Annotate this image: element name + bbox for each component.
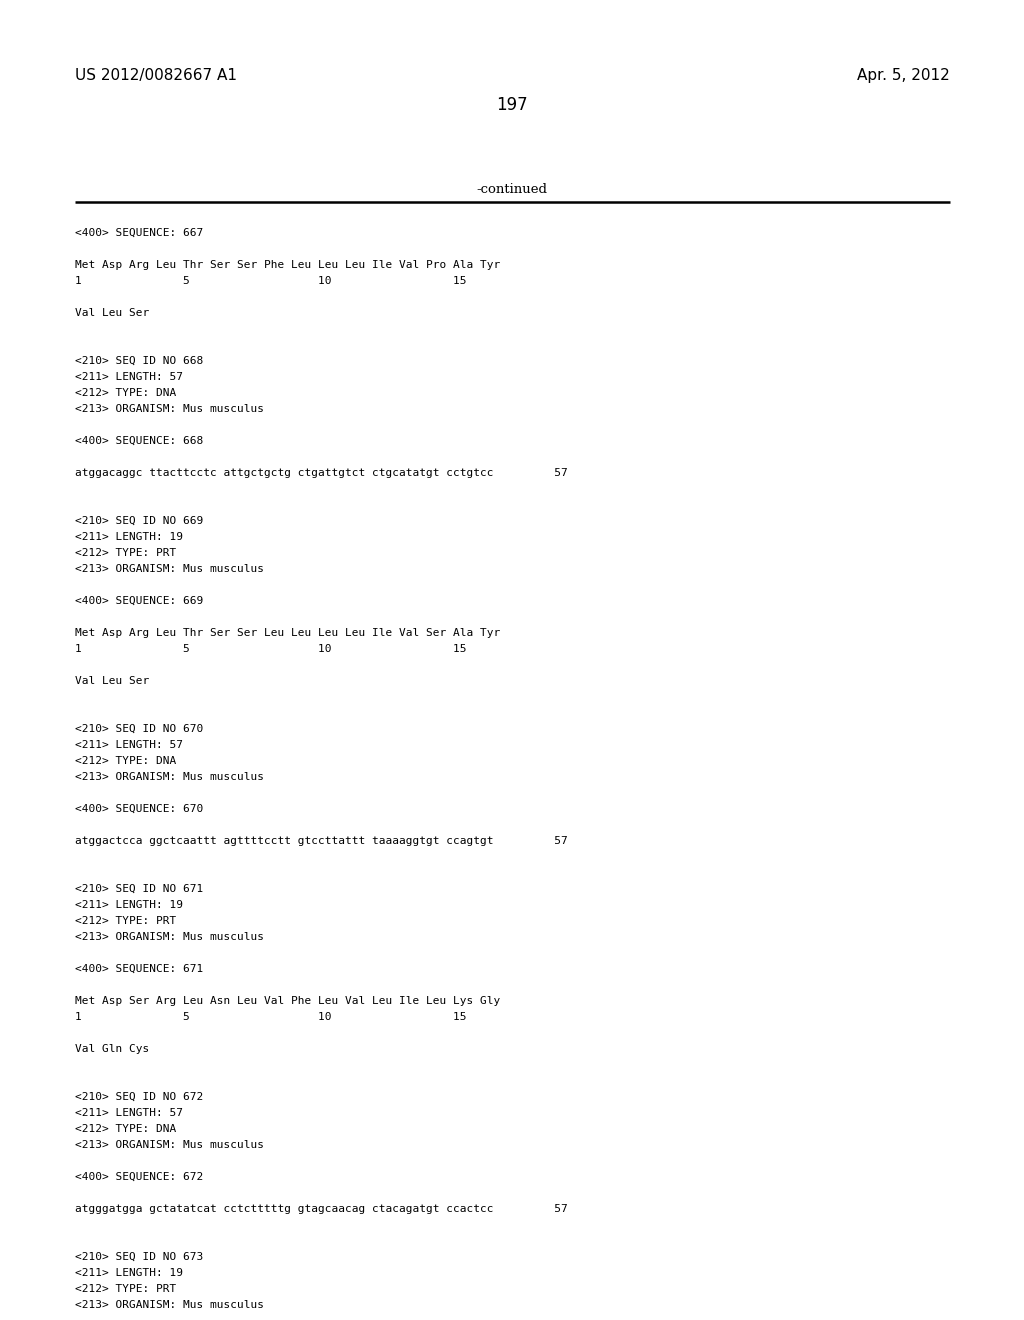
- Text: <213> ORGANISM: Mus musculus: <213> ORGANISM: Mus musculus: [75, 564, 264, 574]
- Text: <210> SEQ ID NO 672: <210> SEQ ID NO 672: [75, 1092, 203, 1102]
- Text: <212> TYPE: DNA: <212> TYPE: DNA: [75, 388, 176, 399]
- Text: <400> SEQUENCE: 672: <400> SEQUENCE: 672: [75, 1172, 203, 1181]
- Text: <211> LENGTH: 19: <211> LENGTH: 19: [75, 532, 183, 543]
- Text: 1               5                   10                  15: 1 5 10 15: [75, 276, 467, 286]
- Text: US 2012/0082667 A1: US 2012/0082667 A1: [75, 69, 237, 83]
- Text: <400> SEQUENCE: 670: <400> SEQUENCE: 670: [75, 804, 203, 814]
- Text: <212> TYPE: PRT: <212> TYPE: PRT: [75, 1284, 176, 1294]
- Text: atggactcca ggctcaattt agttttcctt gtccttattt taaaaggtgt ccagtgt         57: atggactcca ggctcaattt agttttcctt gtcctta…: [75, 836, 567, 846]
- Text: <210> SEQ ID NO 673: <210> SEQ ID NO 673: [75, 1251, 203, 1262]
- Text: <400> SEQUENCE: 669: <400> SEQUENCE: 669: [75, 597, 203, 606]
- Text: 1               5                   10                  15: 1 5 10 15: [75, 1012, 467, 1022]
- Text: <210> SEQ ID NO 669: <210> SEQ ID NO 669: [75, 516, 203, 525]
- Text: <211> LENGTH: 57: <211> LENGTH: 57: [75, 372, 183, 381]
- Text: <213> ORGANISM: Mus musculus: <213> ORGANISM: Mus musculus: [75, 1140, 264, 1150]
- Text: <400> SEQUENCE: 668: <400> SEQUENCE: 668: [75, 436, 203, 446]
- Text: <213> ORGANISM: Mus musculus: <213> ORGANISM: Mus musculus: [75, 772, 264, 781]
- Text: <213> ORGANISM: Mus musculus: <213> ORGANISM: Mus musculus: [75, 932, 264, 942]
- Text: atgggatgga gctatatcat cctctttttg gtagcaacag ctacagatgt ccactcc         57: atgggatgga gctatatcat cctctttttg gtagcaa…: [75, 1204, 567, 1214]
- Text: Val Leu Ser: Val Leu Ser: [75, 308, 150, 318]
- Text: Val Leu Ser: Val Leu Ser: [75, 676, 150, 686]
- Text: <213> ORGANISM: Mus musculus: <213> ORGANISM: Mus musculus: [75, 404, 264, 414]
- Text: Met Asp Arg Leu Thr Ser Ser Leu Leu Leu Leu Ile Val Ser Ala Tyr: Met Asp Arg Leu Thr Ser Ser Leu Leu Leu …: [75, 628, 501, 638]
- Text: <213> ORGANISM: Mus musculus: <213> ORGANISM: Mus musculus: [75, 1300, 264, 1309]
- Text: 1               5                   10                  15: 1 5 10 15: [75, 644, 467, 653]
- Text: <211> LENGTH: 19: <211> LENGTH: 19: [75, 900, 183, 909]
- Text: -continued: -continued: [476, 183, 548, 195]
- Text: 197: 197: [497, 96, 527, 114]
- Text: Apr. 5, 2012: Apr. 5, 2012: [857, 69, 950, 83]
- Text: Met Asp Ser Arg Leu Asn Leu Val Phe Leu Val Leu Ile Leu Lys Gly: Met Asp Ser Arg Leu Asn Leu Val Phe Leu …: [75, 997, 501, 1006]
- Text: atggacaggc ttacttcctc attgctgctg ctgattgtct ctgcatatgt cctgtcc         57: atggacaggc ttacttcctc attgctgctg ctgattg…: [75, 469, 567, 478]
- Text: <212> TYPE: DNA: <212> TYPE: DNA: [75, 756, 176, 766]
- Text: Met Asp Arg Leu Thr Ser Ser Phe Leu Leu Leu Ile Val Pro Ala Tyr: Met Asp Arg Leu Thr Ser Ser Phe Leu Leu …: [75, 260, 501, 271]
- Text: <211> LENGTH: 19: <211> LENGTH: 19: [75, 1269, 183, 1278]
- Text: <210> SEQ ID NO 668: <210> SEQ ID NO 668: [75, 356, 203, 366]
- Text: <210> SEQ ID NO 671: <210> SEQ ID NO 671: [75, 884, 203, 894]
- Text: Val Gln Cys: Val Gln Cys: [75, 1044, 150, 1053]
- Text: <211> LENGTH: 57: <211> LENGTH: 57: [75, 741, 183, 750]
- Text: <400> SEQUENCE: 667: <400> SEQUENCE: 667: [75, 228, 203, 238]
- Text: <211> LENGTH: 57: <211> LENGTH: 57: [75, 1107, 183, 1118]
- Text: <212> TYPE: PRT: <212> TYPE: PRT: [75, 916, 176, 927]
- Text: <212> TYPE: PRT: <212> TYPE: PRT: [75, 548, 176, 558]
- Text: <400> SEQUENCE: 671: <400> SEQUENCE: 671: [75, 964, 203, 974]
- Text: <212> TYPE: DNA: <212> TYPE: DNA: [75, 1125, 176, 1134]
- Text: <210> SEQ ID NO 670: <210> SEQ ID NO 670: [75, 723, 203, 734]
